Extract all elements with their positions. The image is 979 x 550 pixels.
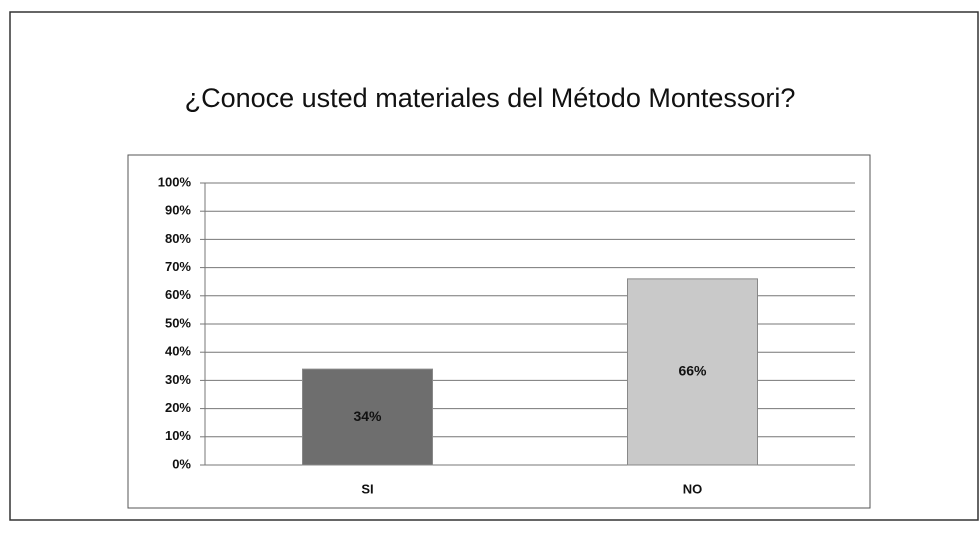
y-tick-label: 70% <box>165 259 191 274</box>
y-tick-label: 50% <box>165 315 191 330</box>
chart-title: ¿Conoce usted materiales del Método Mont… <box>185 83 796 113</box>
y-tick-label: 90% <box>165 203 191 218</box>
y-tick-label: 30% <box>165 372 191 387</box>
x-tick-label: SI <box>361 481 373 496</box>
plot-frame <box>127 154 871 509</box>
data-label: 66% <box>678 363 707 379</box>
bar <box>302 368 433 466</box>
x-tick-label: NO <box>683 481 703 496</box>
y-tick-label: 60% <box>165 287 191 302</box>
y-tick-label: 100% <box>158 174 192 189</box>
outer-frame <box>9 11 979 521</box>
y-tick-label: 40% <box>165 344 191 359</box>
y-tick-label: 10% <box>165 428 191 443</box>
data-label: 34% <box>353 408 382 424</box>
bar <box>627 278 758 466</box>
y-tick-label: 20% <box>165 400 191 415</box>
y-tick-label: 80% <box>165 231 191 246</box>
y-tick-label: 0% <box>172 456 191 471</box>
